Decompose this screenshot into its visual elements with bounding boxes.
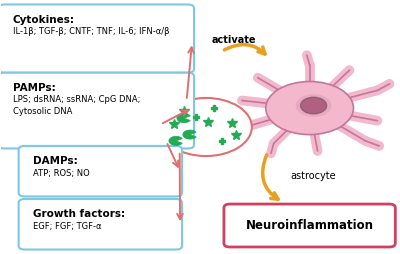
- Ellipse shape: [296, 94, 332, 117]
- FancyBboxPatch shape: [0, 5, 194, 73]
- Text: IL-1β; TGF-β; CNTF; TNF; IL-6; IFN-α/β: IL-1β; TGF-β; CNTF; TNF; IL-6; IFN-α/β: [13, 27, 169, 36]
- Text: ATP; ROS; NO: ATP; ROS; NO: [32, 169, 89, 178]
- FancyBboxPatch shape: [224, 204, 395, 247]
- FancyBboxPatch shape: [0, 73, 194, 149]
- Text: astrocyte: astrocyte: [291, 171, 336, 181]
- Text: EGF; FGF; TGF-α: EGF; FGF; TGF-α: [32, 222, 101, 231]
- Text: activate: activate: [212, 35, 256, 45]
- Text: LPS; dsRNA; ssRNA; CpG DNA;
Cytosolic DNA: LPS; dsRNA; ssRNA; CpG DNA; Cytosolic DN…: [13, 96, 140, 116]
- Circle shape: [160, 98, 252, 156]
- Wedge shape: [177, 114, 190, 123]
- Wedge shape: [169, 136, 182, 146]
- Ellipse shape: [266, 82, 354, 135]
- Wedge shape: [183, 130, 196, 139]
- FancyBboxPatch shape: [19, 146, 182, 196]
- Text: Neuroinflammation: Neuroinflammation: [246, 219, 374, 232]
- FancyBboxPatch shape: [19, 199, 182, 249]
- Text: DAMPs:: DAMPs:: [32, 156, 77, 166]
- Text: PAMPs:: PAMPs:: [13, 83, 56, 93]
- Text: Growth factors:: Growth factors:: [32, 209, 125, 219]
- Ellipse shape: [301, 97, 326, 114]
- Text: Cytokines:: Cytokines:: [13, 14, 75, 25]
